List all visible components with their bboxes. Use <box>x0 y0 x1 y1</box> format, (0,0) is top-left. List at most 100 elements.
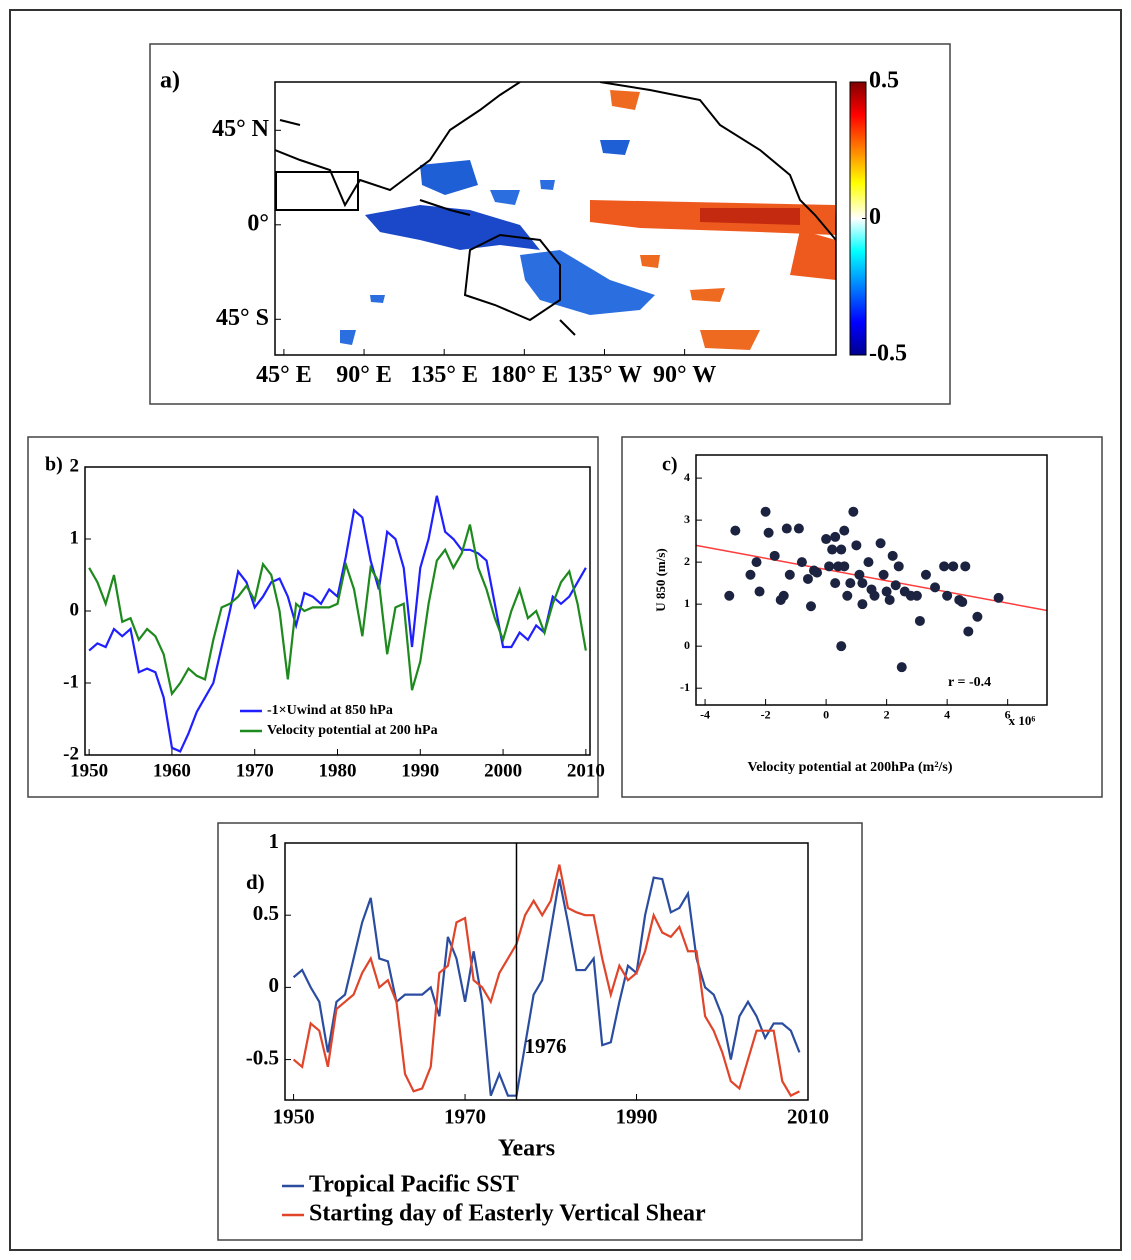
x-tick-label: 1950 <box>70 760 108 781</box>
y-tick-label: 0 <box>269 973 280 997</box>
point <box>781 523 792 534</box>
point <box>751 557 762 568</box>
x-tick-label: 2010 <box>567 760 605 781</box>
x-tick-label: 1990 <box>401 760 439 781</box>
point <box>957 597 968 608</box>
y-tick-label: 2 <box>70 455 80 476</box>
cool-anomaly <box>365 205 540 250</box>
x-axis-label: Years <box>498 1136 555 1162</box>
fit-line <box>695 544 1048 612</box>
series-line <box>88 495 587 753</box>
point <box>836 641 847 652</box>
point <box>793 523 804 534</box>
y-tick-label: -0.5 <box>246 1045 279 1069</box>
y-tick-label: 1 <box>70 527 80 548</box>
coastline <box>279 119 576 336</box>
point <box>763 527 774 538</box>
y-tick-label: 0 <box>684 638 690 652</box>
series-line <box>292 864 800 1098</box>
x-tick-label: 45° E <box>256 362 312 388</box>
axes-frame <box>274 81 837 356</box>
point <box>893 561 904 572</box>
panel-label: d) <box>246 870 265 894</box>
coastline <box>599 82 836 241</box>
x-tick-label: 2010 <box>787 1105 829 1129</box>
axis-offset: x 10⁶ <box>1009 713 1036 728</box>
x-tick-label: 135° W <box>567 362 642 388</box>
point <box>805 601 816 612</box>
point <box>769 550 780 561</box>
point <box>939 561 950 572</box>
legend-label: Starting day of Easterly Vertical Shear <box>309 1201 706 1227</box>
point <box>854 569 865 580</box>
y-tick-label: -2 <box>63 743 79 764</box>
point <box>802 573 813 584</box>
warm-anomaly <box>790 230 836 280</box>
panel-label: a) <box>160 68 180 94</box>
warm-anomaly <box>610 90 640 110</box>
point <box>842 590 853 601</box>
map-layer <box>275 82 836 350</box>
point <box>960 561 971 572</box>
y-tick-label: 0° <box>247 210 269 236</box>
point <box>851 540 862 551</box>
point <box>730 525 741 536</box>
y-tick-label: 2 <box>684 554 690 568</box>
warm-anomaly <box>640 255 760 350</box>
point <box>857 599 868 610</box>
axes-frame <box>695 454 1048 706</box>
point <box>754 586 765 597</box>
point <box>884 594 895 605</box>
x-tick-label: 135° E <box>410 362 478 388</box>
panel-label: b) <box>45 454 63 476</box>
x-tick-label: 6 <box>1005 708 1011 722</box>
point <box>875 538 886 549</box>
y-tick-label: 45° S <box>216 305 269 331</box>
x-tick-label: 0 <box>823 708 829 722</box>
colorbar-tick-label: 0 <box>869 204 881 230</box>
x-tick-label: 1980 <box>319 760 357 781</box>
point <box>784 569 795 580</box>
point <box>824 561 835 572</box>
point <box>869 590 880 601</box>
x-tick-label: 2000 <box>484 760 522 781</box>
y-tick-label: 0 <box>70 599 80 620</box>
colorbar-tick-label: 0.5 <box>869 68 899 94</box>
point <box>836 544 847 555</box>
point <box>878 569 889 580</box>
colorbar-tick-label: -0.5 <box>869 341 907 367</box>
point <box>863 557 874 568</box>
y-tick-label: 0.5 <box>253 901 279 925</box>
point <box>830 531 841 542</box>
x-tick-label: 90° W <box>653 362 716 388</box>
x-tick-label: 90° E <box>336 362 392 388</box>
point <box>881 586 892 597</box>
point <box>839 561 850 572</box>
x-tick-label: 1950 <box>273 1105 315 1129</box>
axes-frame <box>284 842 809 1101</box>
annotation: 1976 <box>524 1034 566 1058</box>
legend-label: Tropical Pacific SST <box>309 1172 519 1198</box>
point <box>745 569 756 580</box>
coastline <box>275 82 521 208</box>
point <box>760 506 771 517</box>
warm-anomaly <box>700 208 800 225</box>
point <box>942 590 953 601</box>
x-tick-label: 4 <box>944 708 950 722</box>
point <box>896 662 907 673</box>
y-tick-label: 1 <box>269 829 280 853</box>
series-line <box>292 876 801 1097</box>
x-tick-label: 180° E <box>491 362 559 388</box>
point <box>920 569 931 580</box>
point <box>812 567 823 578</box>
y-tick-label: 45° N <box>212 116 270 142</box>
series-line <box>88 524 587 697</box>
x-tick-label: 2 <box>884 708 890 722</box>
y-tick-label: 3 <box>684 512 690 526</box>
x-tick-label: -4 <box>700 708 710 722</box>
y-tick-label: -1 <box>680 680 690 694</box>
point <box>993 592 1004 603</box>
x-tick-label: 1990 <box>616 1105 658 1129</box>
point <box>930 582 941 593</box>
